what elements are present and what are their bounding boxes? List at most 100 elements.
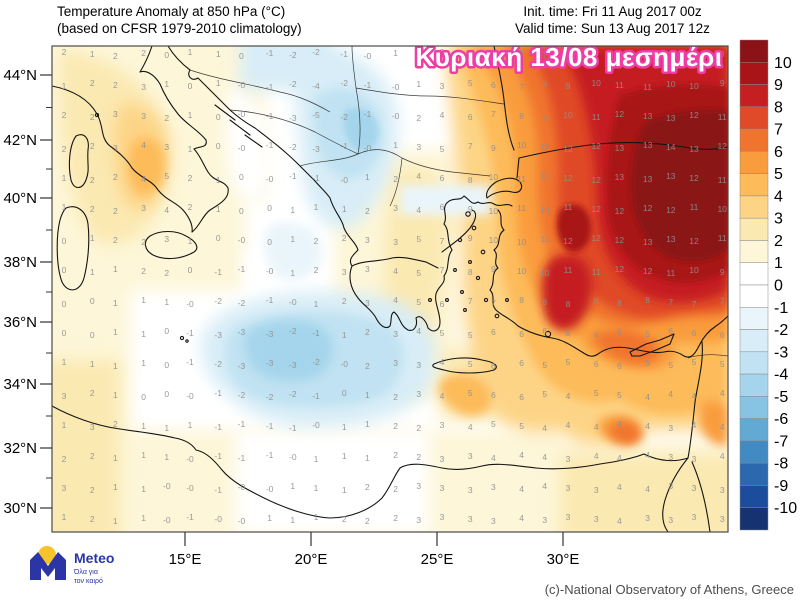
grid-value: 8 bbox=[617, 298, 622, 308]
grid-value: 9 bbox=[468, 233, 473, 243]
grid-value: 3 bbox=[416, 142, 421, 152]
grid-value: 9 bbox=[566, 81, 571, 91]
lat-tick-label: 34°N bbox=[3, 376, 37, 393]
grid-value: -1 bbox=[238, 453, 246, 463]
grid-value: 6 bbox=[692, 328, 697, 338]
coastlines bbox=[52, 46, 728, 532]
colorbar-segment bbox=[739, 284, 769, 308]
grid-value: 13 bbox=[689, 144, 699, 154]
grid-value: 9 bbox=[468, 204, 473, 214]
grid-value: 3 bbox=[720, 485, 725, 495]
grid-value: 2 bbox=[365, 327, 370, 337]
grid-value: -2 bbox=[340, 78, 348, 88]
colorbar-label: 0 bbox=[774, 278, 783, 295]
grid-value: 0 bbox=[62, 236, 67, 246]
grid-value: 2 bbox=[141, 266, 146, 276]
grid-value: 10 bbox=[563, 110, 573, 120]
grid-value: -1 bbox=[214, 388, 222, 398]
anomaly-region-cool bbox=[201, 46, 490, 428]
grid-value: -0 bbox=[186, 454, 194, 464]
grid-value: -3 bbox=[238, 327, 246, 337]
grid-value: 4 bbox=[566, 420, 571, 430]
copyright-notice: (c)-National Observatory of Athens, Gree… bbox=[544, 582, 794, 597]
grid-value: -0 bbox=[392, 82, 400, 92]
grid-value: 12 bbox=[591, 233, 601, 243]
grid-value: 4 bbox=[566, 391, 571, 401]
grid-value: 5 bbox=[542, 389, 547, 399]
colorbar-segment bbox=[739, 373, 769, 397]
grid-value: 1 bbox=[141, 450, 146, 460]
grid-value: 1 bbox=[188, 47, 193, 57]
grid-value: 6 bbox=[668, 326, 673, 336]
grid-value: 3 bbox=[62, 483, 67, 493]
lon-tick-label: 15°E bbox=[169, 551, 202, 568]
grid-value: 4 bbox=[720, 451, 725, 461]
map-frame bbox=[51, 45, 729, 533]
colorbar-segment bbox=[739, 240, 769, 263]
grid-value: 1 bbox=[62, 202, 67, 212]
grid-value: 7 bbox=[491, 298, 496, 308]
grid-value: 4 bbox=[617, 516, 622, 526]
grid-value: 2 bbox=[90, 112, 95, 122]
grid-value: 1 bbox=[113, 390, 118, 400]
grid-value: 1 bbox=[393, 48, 398, 58]
grid-value: -1 bbox=[312, 173, 320, 183]
colorbar-segment bbox=[739, 396, 769, 419]
grid-value: -1 bbox=[266, 48, 274, 58]
grid-value: -1 bbox=[238, 419, 246, 429]
grid-value: 10 bbox=[540, 268, 550, 278]
valid-time: Valid time: Sun 13 Aug 2017 12z bbox=[515, 21, 710, 36]
colorbar-segment bbox=[739, 418, 769, 442]
grid-value: 12 bbox=[563, 236, 573, 246]
grid-value: 10 bbox=[591, 78, 601, 88]
grid-point-values: 2 1 2 2 0 1 1 0 -1 -2 -2 -1 -0 1 2 3 5 6 7 7 8 9 9 10 10 9 91 2 2 3 1 0… bbox=[62, 47, 728, 526]
map-title: Temperature Anomaly at 850 hPa (°C) (bas… bbox=[57, 3, 302, 37]
grid-value: 2 bbox=[416, 113, 421, 123]
colorbar-label: -4 bbox=[774, 367, 788, 384]
grid-value: 4 bbox=[692, 420, 697, 430]
grid-value: 3 bbox=[440, 483, 445, 493]
colorbar-segment bbox=[739, 440, 769, 464]
grid-value: -0 bbox=[238, 516, 246, 526]
grid-value: 5 bbox=[519, 421, 524, 431]
grid-value: -1 bbox=[340, 49, 348, 59]
colorbar-label: -10 bbox=[774, 500, 797, 517]
colorbar-segment bbox=[739, 62, 769, 85]
map-field: 2 1 2 2 0 1 1 0 -1 -2 -2 -1 -0 1 2 3 5 6 7 7 8 9 9 10 10 9 91 2 2 3 1 0… bbox=[52, 46, 728, 532]
grid-value: 12 bbox=[717, 141, 727, 151]
grid-value: 3 bbox=[440, 81, 445, 91]
grid-value: 1 bbox=[113, 516, 118, 526]
grid-value: 0 bbox=[216, 112, 221, 122]
grid-value: 5 bbox=[692, 357, 697, 367]
grid-value: 4 bbox=[491, 453, 496, 463]
grid-value: 1 bbox=[216, 78, 221, 88]
grid-value: 1 bbox=[141, 295, 146, 305]
grid-value: 6 bbox=[594, 330, 599, 340]
grid-value: 4 bbox=[440, 391, 445, 401]
grid-value: -0 bbox=[312, 420, 320, 430]
grid-value: -3 bbox=[266, 358, 274, 368]
grid-value: 1 bbox=[90, 233, 95, 243]
grid-value: 5 bbox=[416, 234, 421, 244]
grid-value: 2 bbox=[365, 516, 370, 526]
grid-value: 4 bbox=[519, 450, 524, 460]
colorbar-segment bbox=[739, 173, 769, 197]
grid-value: 5 bbox=[440, 328, 445, 338]
grid-value: 3 bbox=[393, 203, 398, 213]
grid-value: 10 bbox=[666, 50, 676, 60]
latitude-axis: 44°N 42°N 40°N 38°N 36°N 34°N 32°N 30°N bbox=[3, 67, 52, 517]
grid-value: 6 bbox=[519, 358, 524, 368]
colorbar-label: 4 bbox=[774, 188, 783, 205]
colorbar-label: 1 bbox=[774, 255, 783, 272]
colorbar-label: -5 bbox=[774, 389, 788, 406]
grid-value: 4 bbox=[141, 140, 146, 150]
grid-value: 13 bbox=[643, 140, 653, 150]
grid-value: 11 bbox=[718, 175, 727, 185]
grid-value: 11 bbox=[592, 267, 601, 277]
grid-value: 4 bbox=[594, 422, 599, 432]
grid-value: 1 bbox=[90, 359, 95, 369]
grid-value: 1 bbox=[113, 482, 118, 492]
grid-value: 11 bbox=[540, 234, 549, 244]
colorbar-label: 5 bbox=[774, 166, 783, 183]
grid-value: -2 bbox=[289, 389, 297, 399]
